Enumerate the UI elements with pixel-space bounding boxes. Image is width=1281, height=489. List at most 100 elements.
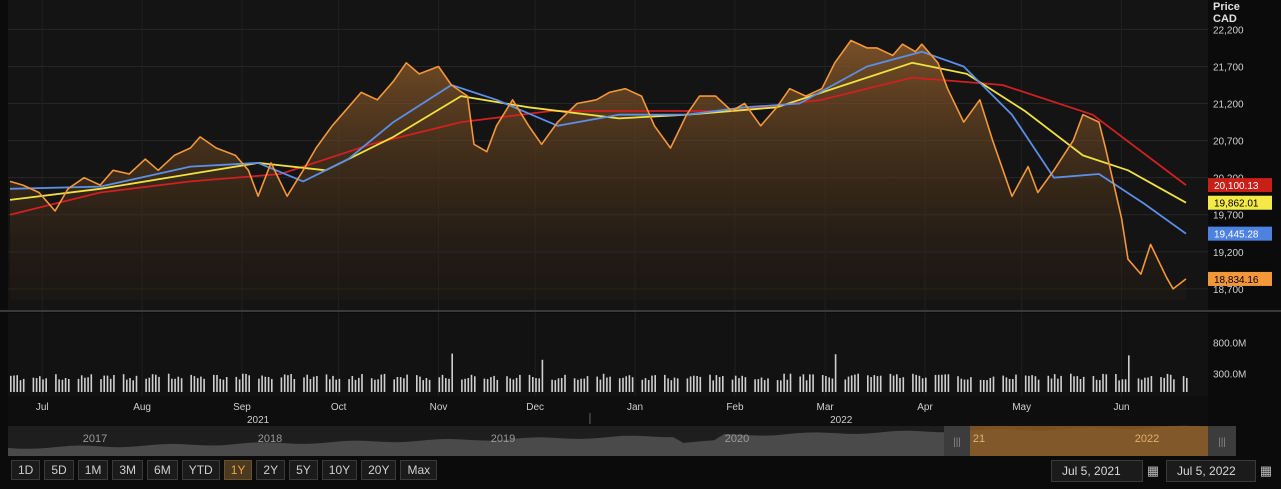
volume-bar	[180, 378, 183, 392]
range-button-10y[interactable]: 10Y	[321, 460, 358, 480]
volume-control[interactable]: Volume 338.1M ▼	[11, 320, 166, 342]
volume-bar	[109, 378, 112, 392]
volume-bar	[966, 379, 969, 392]
range-button-5y[interactable]: 5Y	[289, 460, 318, 480]
price-tick-label: 22,200	[1213, 25, 1244, 36]
range-button-1m[interactable]: 1M	[77, 460, 109, 480]
end-calendar-icon[interactable]: ▦	[1259, 463, 1273, 478]
volume-bar	[1076, 376, 1079, 392]
volume-bar	[425, 378, 428, 392]
volume-bar	[850, 375, 853, 392]
volume-bar	[1128, 355, 1130, 392]
range-button-2y[interactable]: 2Y	[256, 460, 286, 480]
month-label: Jan	[627, 402, 643, 413]
volume-bar	[122, 374, 125, 392]
price-tick-label: 21,700	[1213, 62, 1244, 73]
series-line--gsptse	[9, 39, 1187, 290]
navigator-track	[8, 426, 1236, 456]
volume-bar	[1163, 377, 1165, 392]
range-button-3m[interactable]: 3M	[112, 460, 144, 480]
volume-dropdown-icon[interactable]: ▼	[105, 323, 126, 339]
end-date-field[interactable]: Jul 5, 2022	[1166, 460, 1256, 482]
range-button-6m[interactable]: 6M	[147, 460, 178, 480]
range-button-5d[interactable]: 5D	[44, 460, 74, 480]
volume-bar	[583, 378, 586, 392]
volume-bar	[416, 375, 418, 392]
volume-bar	[989, 378, 992, 392]
volume-bar	[68, 379, 70, 392]
navigator-year-label: 2022	[1135, 433, 1159, 445]
year-label: 2022	[830, 415, 853, 426]
price-tick-label: 21,200	[1213, 100, 1244, 111]
volume-bar	[1008, 379, 1011, 392]
last-value-badge	[1208, 178, 1272, 193]
volume-bar	[776, 380, 779, 392]
volume-bar	[992, 376, 995, 392]
volume-bar	[1150, 376, 1153, 392]
add-indicator-button[interactable]: +	[603, 8, 631, 30]
range-button-20y[interactable]: 20Y	[361, 460, 397, 480]
volume-bar	[873, 375, 876, 392]
range-button-1d[interactable]: 1D	[11, 460, 41, 480]
volume-bar	[393, 379, 395, 392]
series-line-sma-20	[9, 50, 1187, 235]
volume-bar	[174, 378, 176, 392]
last-value-badge	[1208, 226, 1272, 241]
sma50-period: 50	[352, 14, 365, 26]
volume-bar	[896, 374, 898, 392]
volume-bar	[1092, 376, 1095, 392]
volume-bar	[596, 376, 598, 392]
sma20-period: 20	[213, 14, 227, 26]
volume-bar	[361, 374, 363, 392]
volume-bar	[16, 375, 18, 392]
start-calendar-icon[interactable]: ▦	[1146, 463, 1160, 478]
navigator-year-label: 2018	[258, 433, 282, 445]
volume-bar	[171, 378, 173, 392]
volume-bar	[312, 376, 315, 392]
interval-select[interactable]: Daily ▼	[499, 8, 593, 32]
range-button-1y[interactable]: 1Y	[223, 460, 253, 480]
volume-bar	[406, 374, 408, 392]
volume-bar	[219, 378, 221, 392]
volume-bar	[1060, 375, 1062, 392]
price-axis-title-line2: CAD	[1213, 13, 1237, 25]
volume-bar	[264, 376, 267, 392]
sma-control[interactable]: SMA3 20 19,445.28 30 19,862.01 50 20,100…	[173, 8, 490, 32]
symbol-dropdown-icon[interactable]: ▼	[140, 12, 158, 28]
volume-bar	[190, 374, 192, 392]
volume-bar	[222, 379, 225, 392]
volume-bar	[870, 377, 872, 392]
volume-bar	[1144, 377, 1146, 392]
sma-dropdown-icon[interactable]: ▼	[427, 12, 448, 28]
year-label: 2021	[247, 415, 270, 426]
volume-bar	[541, 359, 544, 392]
volume-bar	[960, 378, 963, 392]
range-button-max[interactable]: Max	[400, 460, 438, 480]
volume-bar	[644, 378, 647, 392]
volume-bar	[519, 374, 521, 392]
volume-bar	[664, 374, 666, 392]
interval-dropdown-icon[interactable]: ▼	[566, 12, 586, 28]
volume-bar	[316, 376, 318, 392]
volume-bar	[767, 378, 769, 392]
volume-bar	[937, 374, 940, 392]
volume-bar	[132, 380, 134, 392]
volume-bar	[809, 374, 811, 392]
volume-bar	[358, 377, 360, 392]
symbol-control[interactable]: .GSPTSE C 18,834.16 ▼	[11, 8, 165, 32]
volume-bar	[448, 378, 450, 392]
volume-bar	[1057, 378, 1059, 392]
volume-bar	[560, 378, 563, 392]
volume-bar	[271, 379, 273, 392]
volume-bar	[348, 379, 350, 392]
volume-bar	[216, 375, 218, 392]
volume-bar	[396, 377, 399, 392]
volume-bar	[351, 376, 354, 392]
volume-bar	[467, 378, 470, 392]
volume-bar	[155, 374, 157, 392]
volume-bar	[651, 375, 653, 392]
start-date-field[interactable]: Jul 5, 2021	[1051, 460, 1143, 482]
volume-bar	[1028, 375, 1030, 392]
range-button-ytd[interactable]: YTD	[181, 460, 220, 480]
